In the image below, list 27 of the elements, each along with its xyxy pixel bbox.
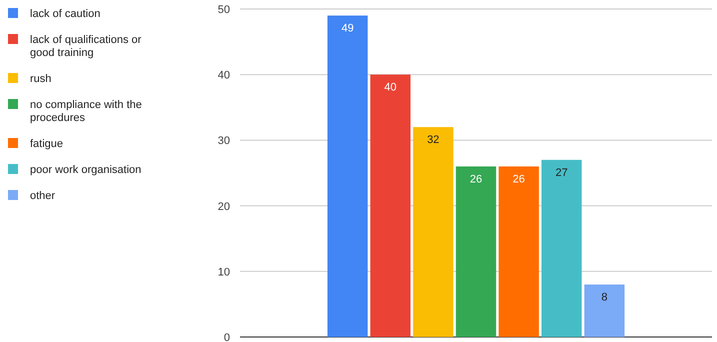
y-tick-label: 30 bbox=[218, 135, 230, 148]
data-label: 40 bbox=[384, 82, 397, 94]
bar bbox=[456, 166, 496, 337]
y-tick-label: 20 bbox=[218, 200, 230, 213]
legend-label: lack of qualifications or good training bbox=[30, 34, 142, 59]
data-label: 8 bbox=[601, 292, 608, 304]
bar bbox=[541, 160, 582, 337]
bar bbox=[370, 74, 411, 337]
legend-label: poor work organisation bbox=[30, 164, 142, 176]
y-tick-label: 50 bbox=[218, 4, 230, 16]
bar bbox=[413, 127, 454, 337]
legend-label: no compliance with the procedures bbox=[30, 99, 142, 124]
bar bbox=[498, 166, 539, 337]
data-label: 49 bbox=[341, 22, 354, 35]
data-label: 26 bbox=[470, 173, 482, 186]
bar bbox=[584, 284, 625, 337]
bar bbox=[327, 16, 368, 337]
legend-label: rush bbox=[30, 73, 52, 85]
legend-label: other bbox=[30, 190, 56, 202]
legend-label: lack of caution bbox=[30, 8, 100, 20]
y-tick-label: 40 bbox=[218, 70, 230, 82]
legend-label: fatigue bbox=[30, 138, 64, 150]
data-label: 26 bbox=[512, 173, 525, 186]
y-tick-label: 0 bbox=[224, 332, 230, 342]
y-tick-label: 10 bbox=[218, 266, 230, 278]
data-label: 32 bbox=[427, 134, 440, 146]
data-label: 27 bbox=[555, 166, 568, 179]
